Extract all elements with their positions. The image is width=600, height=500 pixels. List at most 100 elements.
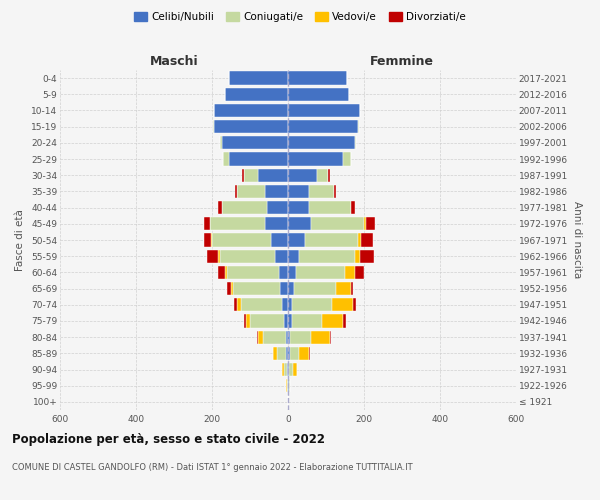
Bar [250, 314, 284, 328]
Bar [263, 330, 286, 344]
Bar [288, 72, 347, 85]
Text: Maschi: Maschi [149, 54, 199, 68]
Bar [226, 88, 288, 101]
Bar [288, 168, 317, 182]
Bar [238, 298, 241, 312]
Bar [288, 104, 360, 117]
Text: Femmine: Femmine [370, 54, 434, 68]
Bar [288, 217, 311, 230]
Bar [352, 201, 355, 214]
Bar [366, 217, 376, 230]
Bar [328, 168, 330, 182]
Bar [246, 314, 250, 328]
Bar [345, 266, 355, 279]
Bar [311, 330, 330, 344]
Bar [343, 152, 351, 166]
Bar [358, 234, 361, 246]
Bar [221, 201, 267, 214]
Y-axis label: Anni di nascita: Anni di nascita [572, 202, 582, 278]
Bar [284, 314, 288, 328]
Bar [309, 346, 310, 360]
Bar [218, 250, 220, 263]
Bar [233, 298, 238, 312]
Bar [257, 168, 288, 182]
Bar [309, 201, 350, 214]
Bar [290, 330, 311, 344]
Bar [242, 168, 244, 182]
Bar [288, 250, 299, 263]
Bar [350, 282, 353, 295]
Bar [288, 314, 292, 328]
Y-axis label: Fasce di età: Fasce di età [16, 209, 25, 271]
Bar [288, 330, 290, 344]
Bar [226, 266, 227, 279]
Bar [214, 120, 288, 134]
Bar [205, 217, 210, 230]
Bar [207, 250, 218, 263]
Bar [335, 282, 350, 295]
Bar [227, 266, 278, 279]
Bar [211, 234, 212, 246]
Bar [355, 250, 360, 263]
Bar [355, 136, 356, 149]
Bar [288, 136, 355, 149]
Bar [294, 282, 335, 295]
Bar [221, 136, 288, 149]
Bar [289, 363, 293, 376]
Bar [288, 185, 309, 198]
Bar [277, 346, 286, 360]
Bar [233, 282, 280, 295]
Bar [350, 201, 352, 214]
Bar [334, 185, 336, 198]
Bar [235, 185, 236, 198]
Bar [361, 234, 373, 246]
Bar [265, 217, 288, 230]
Bar [288, 234, 305, 246]
Bar [220, 250, 275, 263]
Bar [358, 120, 359, 134]
Bar [273, 346, 277, 360]
Bar [214, 104, 288, 117]
Bar [343, 314, 346, 328]
Bar [311, 217, 364, 230]
Bar [364, 217, 366, 230]
Bar [287, 363, 288, 376]
Bar [231, 282, 233, 295]
Bar [292, 298, 332, 312]
Bar [317, 168, 328, 182]
Bar [355, 266, 364, 279]
Bar [210, 217, 265, 230]
Bar [267, 201, 288, 214]
Bar [271, 234, 288, 246]
Bar [218, 266, 226, 279]
Bar [353, 298, 356, 312]
Bar [299, 346, 309, 360]
Bar [283, 363, 284, 376]
Bar [236, 185, 265, 198]
Bar [278, 266, 288, 279]
Bar [288, 346, 290, 360]
Bar [213, 120, 214, 134]
Bar [288, 298, 292, 312]
Bar [332, 298, 353, 312]
Legend: Celibi/Nubili, Coniugati/e, Vedovi/e, Divorziati/e: Celibi/Nubili, Coniugati/e, Vedovi/e, Di… [130, 8, 470, 26]
Bar [286, 346, 288, 360]
Bar [244, 168, 257, 182]
Bar [290, 346, 299, 360]
Bar [257, 330, 263, 344]
Bar [288, 363, 289, 376]
Bar [280, 282, 288, 295]
Bar [288, 266, 296, 279]
Bar [292, 314, 322, 328]
Bar [288, 152, 343, 166]
Bar [284, 363, 287, 376]
Bar [299, 250, 355, 263]
Text: Popolazione per età, sesso e stato civile - 2022: Popolazione per età, sesso e stato civil… [12, 432, 325, 446]
Bar [286, 330, 288, 344]
Bar [229, 72, 288, 85]
Bar [293, 363, 297, 376]
Bar [330, 330, 331, 344]
Bar [288, 201, 309, 214]
Bar [360, 250, 373, 263]
Bar [227, 282, 231, 295]
